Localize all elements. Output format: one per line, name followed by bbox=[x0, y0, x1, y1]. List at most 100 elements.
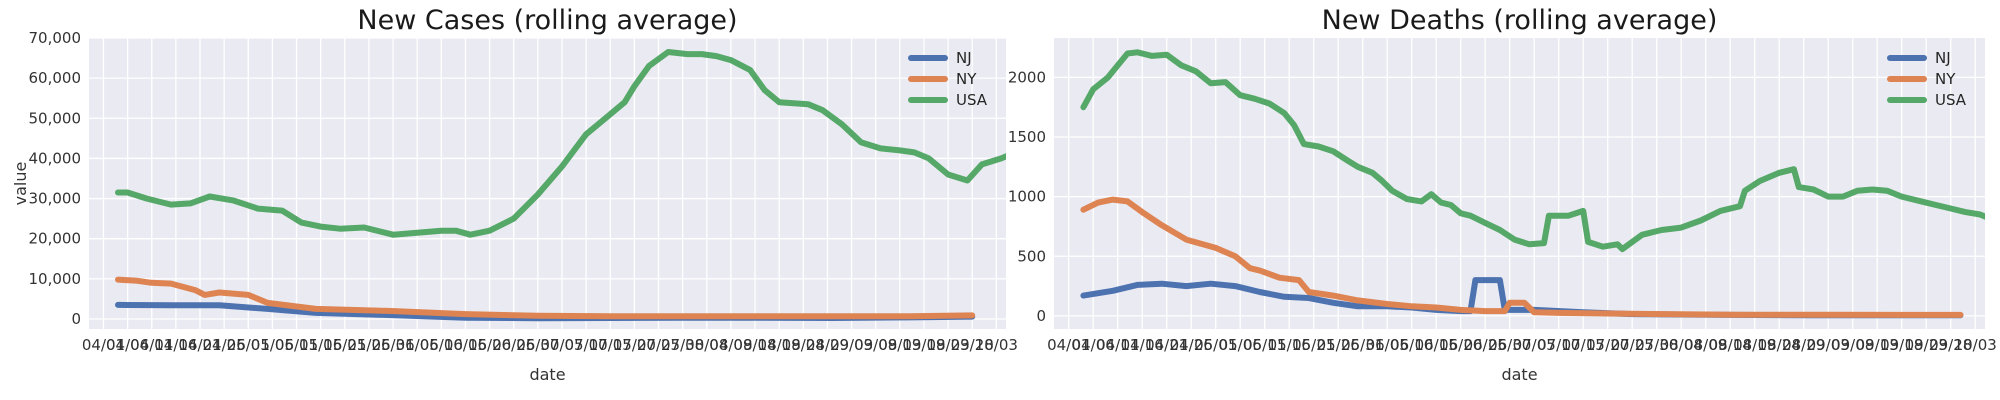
chart1-x-tick-label: 06/15 bbox=[444, 336, 487, 354]
chart2-y-tick-label: 1500 bbox=[1008, 128, 1046, 146]
chart2-legend: NJ NY USA bbox=[1887, 49, 1967, 109]
chart2-x-tick-label: 06/05 bbox=[1366, 336, 1409, 354]
chart2-plot-area bbox=[1054, 38, 1985, 329]
chart1-x-tick-label: 09/18 bbox=[902, 336, 945, 354]
chart1-x-tick-label: 08/09 bbox=[709, 336, 752, 354]
chart2-x-tick-label: 04/01 bbox=[1047, 336, 1090, 354]
chart2-x-tick-label: 07/10 bbox=[1537, 336, 1580, 354]
chart1-x-tick-label: 04/01 bbox=[82, 336, 125, 354]
chart1-x-tick-label: 08/04 bbox=[685, 336, 728, 354]
chart1-x-tick-label: 06/20 bbox=[468, 336, 511, 354]
chart2-x-tick-label: 06/10 bbox=[1390, 336, 1433, 354]
chart2-x-axis-label: date bbox=[1501, 365, 1537, 384]
chart1-legend: NJ NY USA bbox=[908, 49, 988, 109]
chart2-legend-label-ny: NY bbox=[1935, 70, 1956, 88]
chart1-x-tick-label: 05/16 bbox=[299, 336, 342, 354]
chart1-y-tick-label: 10,000 bbox=[29, 270, 82, 288]
chart2-series-line-ny bbox=[1080, 196, 1964, 318]
chart1-x-tick-label: 08/19 bbox=[758, 336, 801, 354]
chart1-y-tick-label: 30,000 bbox=[29, 190, 82, 208]
chart1-legend-label-usa: USA bbox=[956, 91, 988, 109]
chart1-series-line-usa bbox=[115, 49, 1006, 238]
chart1-x-tick-label: 04/11 bbox=[130, 336, 173, 354]
chart2-x-tick-label: 04/11 bbox=[1096, 336, 1139, 354]
chart1-x-tick-label: 05/31 bbox=[371, 336, 414, 354]
chart1-x-tick-label: 07/25 bbox=[637, 336, 680, 354]
chart1-x-tick-label: 04/21 bbox=[178, 336, 221, 354]
chart1-x-tick-label: 09/23 bbox=[926, 336, 969, 354]
chart1-y-tick-label: 50,000 bbox=[29, 109, 82, 127]
chart2-panel: 04/0104/0604/1104/1604/2104/2605/0105/06… bbox=[1008, 5, 1997, 384]
chart1-x-tick-label: 08/29 bbox=[806, 336, 849, 354]
chart2-x-tick-label: 06/15 bbox=[1415, 336, 1458, 354]
chart2-legend-label-usa: USA bbox=[1935, 91, 1967, 109]
chart2-x-tick-label: 05/06 bbox=[1219, 336, 1262, 354]
chart1-x-tick-label: 07/15 bbox=[589, 336, 632, 354]
chart2-x-tick-label: 09/18 bbox=[1880, 336, 1923, 354]
chart2-legend-label-nj: NJ bbox=[1935, 49, 1951, 67]
chart1-x-tick-label: 04/06 bbox=[106, 336, 149, 354]
chart1-x-tick-label: 07/30 bbox=[661, 336, 704, 354]
chart1-y-tick-label: 60,000 bbox=[29, 69, 82, 87]
chart2-x-tick-label: 07/05 bbox=[1513, 336, 1556, 354]
chart2-y-tick-label: 500 bbox=[1017, 247, 1046, 265]
chart1-x-tick-label: 05/01 bbox=[227, 336, 270, 354]
chart2-x-tick-label: 09/08 bbox=[1831, 336, 1874, 354]
chart1-x-tick-label: 07/05 bbox=[540, 336, 583, 354]
chart2-x-tick-label: 08/24 bbox=[1758, 336, 1801, 354]
chart2-x-tick-label: 09/13 bbox=[1856, 336, 1899, 354]
chart1-x-tick-label: 05/21 bbox=[323, 336, 366, 354]
chart1-x-tick-label: 09/28 bbox=[951, 336, 994, 354]
chart2-series-line-usa bbox=[1080, 49, 1985, 253]
chart2-x-tick-label: 06/30 bbox=[1488, 336, 1531, 354]
chart1-x-tick-label: 05/11 bbox=[275, 336, 318, 354]
chart2-x-tick-label: 08/14 bbox=[1709, 336, 1752, 354]
chart1-x-tick-label: 07/10 bbox=[564, 336, 607, 354]
chart1-y-tick-label: 70,000 bbox=[29, 29, 82, 47]
chart2-x-tick-label: 04/16 bbox=[1121, 336, 1164, 354]
chart1-x-tick-label: 05/06 bbox=[251, 336, 294, 354]
chart1-y-tick-label: 0 bbox=[71, 310, 81, 328]
chart2-x-tick-label: 07/25 bbox=[1611, 336, 1654, 354]
chart1-x-tick-label: 04/16 bbox=[154, 336, 197, 354]
chart2-x-tick-label: 05/31 bbox=[1341, 336, 1384, 354]
chart2-y-tick-label: 1000 bbox=[1008, 188, 1046, 206]
chart1-legend-label-ny: NY bbox=[956, 70, 977, 88]
chart2-x-tick-label: 08/04 bbox=[1660, 336, 1703, 354]
chart2-x-tick-label: 07/20 bbox=[1586, 336, 1629, 354]
chart1-panel: 04/0104/0604/1104/1604/2104/2605/0105/06… bbox=[11, 5, 1018, 384]
chart1-x-tick-label: 06/30 bbox=[516, 336, 559, 354]
chart2-x-tick-label: 09/03 bbox=[1807, 336, 1850, 354]
chart2-title: New Deaths (rolling average) bbox=[1322, 5, 1718, 36]
chart2-x-tick-label: 08/09 bbox=[1684, 336, 1727, 354]
chart2-x-tick-label: 05/16 bbox=[1268, 336, 1311, 354]
chart2-x-tick-label: 07/15 bbox=[1562, 336, 1605, 354]
chart1-x-tick-label: 09/03 bbox=[830, 336, 873, 354]
chart2-x-tick-label: 05/21 bbox=[1292, 336, 1335, 354]
chart1-x-tick-label: 08/14 bbox=[733, 336, 776, 354]
chart1-x-tick-label: 06/25 bbox=[492, 336, 535, 354]
chart2-x-tick-label: 08/19 bbox=[1733, 336, 1776, 354]
chart2-x-tick-label: 06/20 bbox=[1439, 336, 1482, 354]
chart1-y-tick-label: 40,000 bbox=[29, 149, 82, 167]
chart1-x-axis-label: date bbox=[529, 365, 565, 384]
chart2-x-tick-label: 04/21 bbox=[1145, 336, 1188, 354]
chart1-x-tick-label: 06/05 bbox=[396, 336, 439, 354]
chart2-y-tick-label: 2000 bbox=[1008, 68, 1046, 86]
chart2-y-tick-label: 0 bbox=[1036, 307, 1046, 325]
chart2-x-tick-label: 07/30 bbox=[1635, 336, 1678, 354]
chart2-x-tick-label: 04/06 bbox=[1072, 336, 1115, 354]
chart2-x-tick-label: 05/01 bbox=[1194, 336, 1237, 354]
chart1-x-tick-label: 06/10 bbox=[420, 336, 463, 354]
chart2-x-tick-label: 05/26 bbox=[1317, 336, 1360, 354]
chart2-x-tick-label: 05/11 bbox=[1243, 336, 1286, 354]
chart1-y-axis-label: value bbox=[11, 162, 30, 206]
chart1-y-tick-label: 20,000 bbox=[29, 230, 82, 248]
chart2-x-tick-label: 04/26 bbox=[1170, 336, 1213, 354]
chart1-x-tick-label: 07/20 bbox=[613, 336, 656, 354]
chart2-x-tick-label: 10/03 bbox=[1954, 336, 1997, 354]
chart1-x-tick-label: 09/13 bbox=[878, 336, 921, 354]
chart1-title: New Cases (rolling average) bbox=[357, 5, 737, 36]
